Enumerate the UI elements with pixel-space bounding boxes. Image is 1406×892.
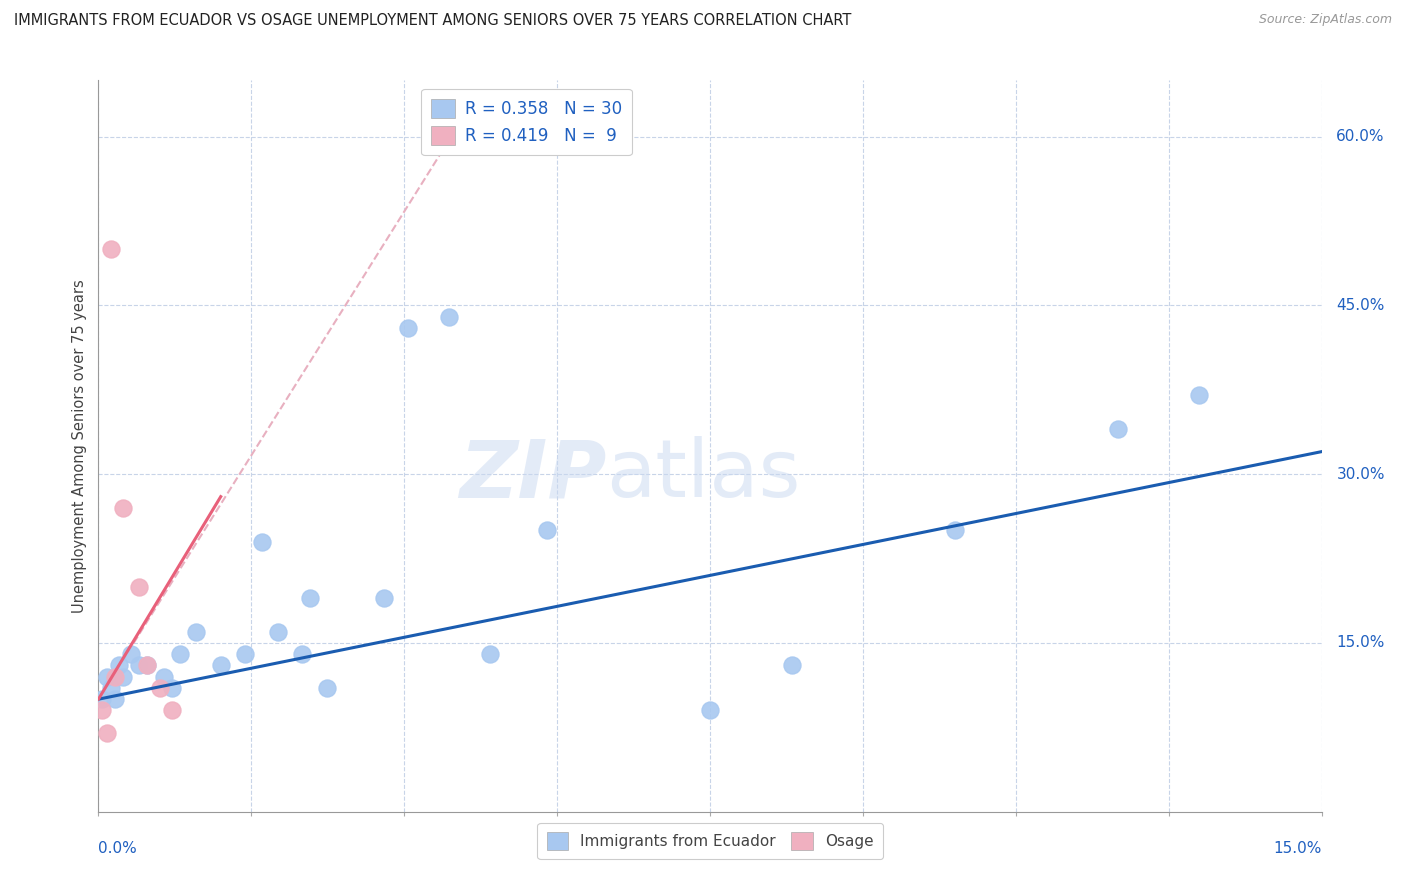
Point xyxy=(396,321,419,335)
Point xyxy=(315,681,337,695)
Point xyxy=(100,681,122,695)
Text: 15.0%: 15.0% xyxy=(1336,635,1385,650)
Point xyxy=(536,524,558,538)
Point xyxy=(186,624,208,639)
Point xyxy=(160,681,183,695)
Point xyxy=(169,647,191,661)
Text: IMMIGRANTS FROM ECUADOR VS OSAGE UNEMPLOYMENT AMONG SENIORS OVER 75 YEARS CORREL: IMMIGRANTS FROM ECUADOR VS OSAGE UNEMPLO… xyxy=(14,13,852,29)
Point xyxy=(1107,422,1129,436)
Text: 0.0%: 0.0% xyxy=(98,841,138,856)
Text: atlas: atlas xyxy=(606,436,800,515)
Text: 15.0%: 15.0% xyxy=(1274,841,1322,856)
Point xyxy=(128,658,150,673)
Point xyxy=(267,624,290,639)
Point xyxy=(152,670,174,684)
Point xyxy=(291,647,314,661)
Point xyxy=(160,703,183,717)
Point xyxy=(437,310,460,324)
Point xyxy=(233,647,256,661)
Point xyxy=(149,681,172,695)
Point xyxy=(120,647,142,661)
Point xyxy=(111,500,134,515)
Point xyxy=(104,670,127,684)
Y-axis label: Unemployment Among Seniors over 75 years: Unemployment Among Seniors over 75 years xyxy=(72,279,87,613)
Point xyxy=(136,658,159,673)
Text: Source: ZipAtlas.com: Source: ZipAtlas.com xyxy=(1258,13,1392,27)
Text: 30.0%: 30.0% xyxy=(1336,467,1385,482)
Point xyxy=(699,703,721,717)
Point xyxy=(478,647,501,661)
Point xyxy=(136,658,159,673)
Point xyxy=(299,591,322,605)
Point xyxy=(96,670,118,684)
Point xyxy=(128,580,150,594)
Point xyxy=(91,703,114,717)
Legend: Immigrants from Ecuador, Osage: Immigrants from Ecuador, Osage xyxy=(537,823,883,859)
Point xyxy=(780,658,803,673)
Point xyxy=(250,534,273,549)
Point xyxy=(96,726,118,740)
Point xyxy=(943,524,966,538)
Point xyxy=(111,670,134,684)
Point xyxy=(373,591,395,605)
Point xyxy=(104,692,127,706)
Point xyxy=(91,692,114,706)
Point xyxy=(100,242,122,256)
Text: ZIP: ZIP xyxy=(458,436,606,515)
Text: 45.0%: 45.0% xyxy=(1336,298,1385,313)
Point xyxy=(1188,388,1211,402)
Text: 60.0%: 60.0% xyxy=(1336,129,1385,144)
Point xyxy=(209,658,232,673)
Point xyxy=(108,658,131,673)
